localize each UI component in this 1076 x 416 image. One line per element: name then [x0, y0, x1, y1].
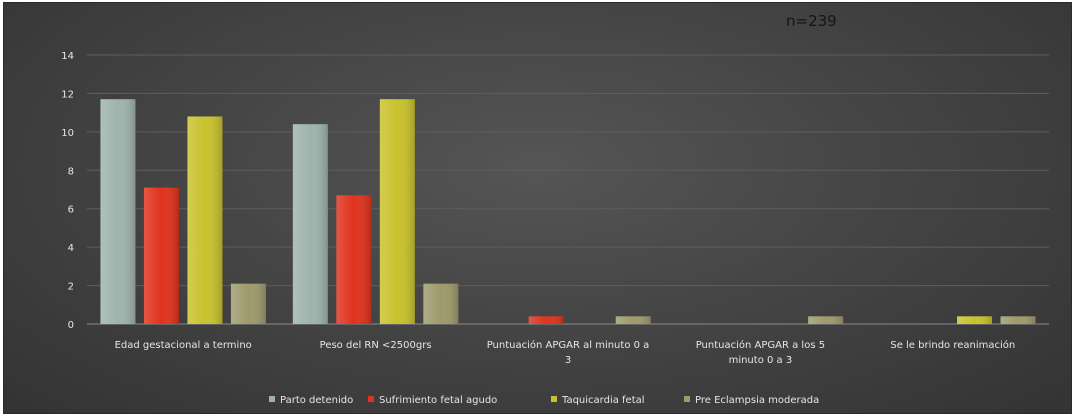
- x-category-label: Puntuación APGAR al minuto 0 a: [487, 339, 650, 351]
- bar-shading: [528, 316, 564, 324]
- x-category-label: minuto 0 a 3: [729, 355, 793, 366]
- legend-swatch: [368, 396, 374, 402]
- legend-swatch: [684, 396, 690, 402]
- y-tick-label: 6: [68, 205, 74, 216]
- y-tick-label: 4: [68, 243, 74, 254]
- x-category-label: 3: [565, 355, 571, 366]
- x-axis-category-labels: Edad gestacional a termino Peso del RN <2…: [115, 339, 1016, 366]
- y-tick-label: 8: [68, 166, 74, 177]
- bar-shading: [292, 124, 328, 325]
- bar-shading: [423, 283, 459, 324]
- bar-shading: [336, 195, 372, 324]
- x-category-label: Edad gestacional a termino: [115, 340, 252, 351]
- sample-size-annotation: n=239: [786, 12, 837, 30]
- y-tick-label: 2: [68, 282, 74, 293]
- x-category-label: Peso del RN <2500grs: [320, 340, 432, 351]
- legend-swatch: [269, 396, 275, 402]
- bar-shading: [615, 316, 651, 324]
- bars: [100, 99, 1036, 325]
- legend-label: Parto detenido: [280, 395, 353, 406]
- y-tick-label: 0: [68, 320, 74, 331]
- legend-swatch: [551, 396, 557, 402]
- bar-shading: [957, 316, 993, 324]
- bar-shading: [808, 316, 844, 324]
- bar-shading: [230, 283, 266, 324]
- chart-panel: n=239 0 2 4 6 8 10 12 14 Edad gestacional a ter…: [3, 2, 1072, 414]
- legend: Parto detenido Sufrimiento fetal agudo Taq…: [269, 395, 819, 406]
- bar-shading: [187, 116, 223, 324]
- x-category-label: Puntuación APGAR a los 5: [696, 339, 825, 351]
- bar-chart: n=239 0 2 4 6 8 10 12 14 Edad gestacional a ter…: [61, 12, 1049, 406]
- y-tick-label: 14: [61, 51, 74, 62]
- bar-shading: [143, 187, 179, 324]
- y-tick-label: 10: [61, 128, 74, 139]
- bar-shading: [379, 99, 415, 324]
- x-category-label: Se le brindo reanimación: [890, 339, 1015, 351]
- y-tick-label: 12: [61, 89, 74, 100]
- legend-label: Sufrimiento fetal agudo: [379, 395, 497, 406]
- bar-shading: [1000, 316, 1036, 324]
- y-axis-ticks: 0 2 4 6 8 10 12 14: [61, 51, 74, 331]
- legend-label: Taquicardia fetal: [561, 395, 645, 406]
- legend-label: Pre Eclampsia moderada: [695, 395, 819, 406]
- bar-shading: [100, 99, 136, 324]
